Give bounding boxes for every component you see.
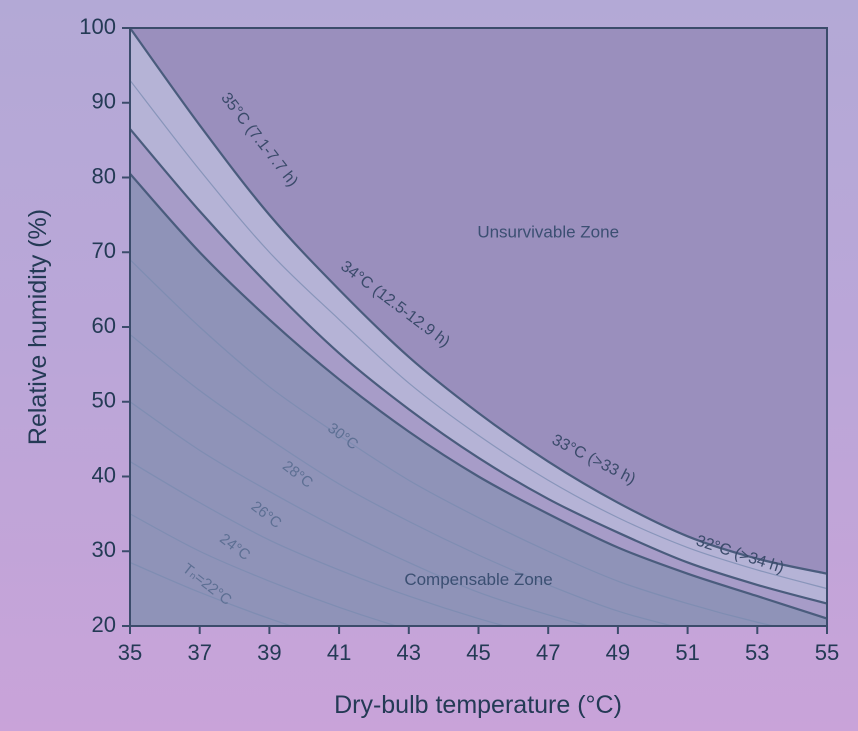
wetbulb-curve-26 — [130, 401, 591, 626]
zone-fills — [130, 28, 827, 626]
y-tick-label-80: 80 — [92, 163, 116, 188]
y-tick-label-20: 20 — [92, 612, 116, 637]
wetbulb-curve-32 — [130, 173, 827, 620]
y-tick-label-70: 70 — [92, 238, 116, 263]
x-tick-label-39: 39 — [257, 640, 281, 665]
x-tick-label-41: 41 — [327, 640, 351, 665]
y-axis-title: Relative humidity (%) — [24, 209, 52, 445]
x-axis-title: Dry-bulb temperature (°C) — [334, 691, 622, 719]
y-tick-label-50: 50 — [92, 388, 116, 413]
wetbulb-curve-20 — [130, 561, 294, 626]
y-tick-label-40: 40 — [92, 462, 116, 487]
x-tick-label-43: 43 — [397, 640, 421, 665]
x-tick-label-53: 53 — [745, 640, 769, 665]
x-tick-label-49: 49 — [606, 640, 630, 665]
wetbulb-curve-34 — [130, 79, 827, 590]
compensable-zone-label: Compensable Zone — [404, 570, 552, 589]
wetbulb-curve-30 — [130, 259, 777, 626]
unsurvivable-zone-label: Unsurvivable Zone — [477, 222, 619, 241]
wetbulb-curve-33 — [130, 128, 827, 605]
wetbulb-curve-24 — [130, 461, 508, 626]
y-tick-label-30: 30 — [92, 537, 116, 562]
y-tick-label-100: 100 — [79, 14, 116, 39]
x-tick-label-45: 45 — [466, 640, 490, 665]
axes: 35 37 39 41 43 45 47 49 51 53 55 20 30 40 50 60 70 80 90 10… — [79, 14, 839, 665]
x-tick-label-37: 37 — [187, 640, 211, 665]
humidity-curves — [130, 28, 827, 626]
x-tick-label-47: 47 — [536, 640, 560, 665]
x-tick-label-55: 55 — [815, 640, 839, 665]
zone-labels: Unsurvivable Zone Compensable Zone — [404, 222, 619, 589]
y-tick-label-90: 90 — [92, 89, 116, 114]
x-tick-label-51: 51 — [675, 640, 699, 665]
compensable-zone-fill — [130, 173, 827, 626]
wetbulb-curve-22 — [130, 513, 399, 626]
y-tick-label-60: 60 — [92, 313, 116, 338]
wetbulb-curve-28 — [130, 334, 675, 626]
x-tick-label-35: 35 — [118, 640, 142, 665]
wetbulb-curve-35 — [130, 28, 827, 575]
